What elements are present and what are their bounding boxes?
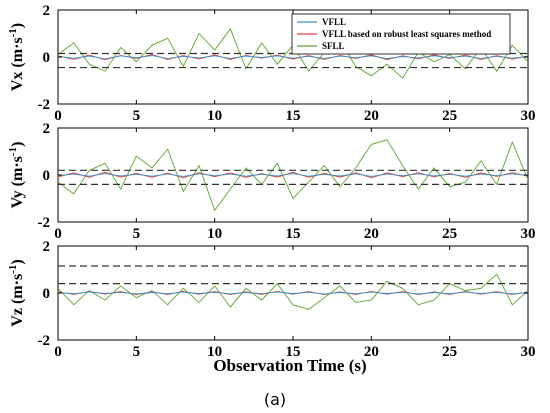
x-tick-label: 5 (133, 226, 141, 242)
x-tick-label: 20 (364, 108, 379, 124)
x-tick-label: 25 (442, 108, 457, 124)
x-tick-label: 30 (521, 108, 536, 124)
legend-entry-label: VFLL (322, 17, 346, 27)
y-axis-label-main: Vy (m·s (9, 156, 26, 208)
y-tick-label: 0 (43, 168, 51, 184)
legend-entry-label: SFLL (322, 41, 345, 51)
x-tick-label: 25 (442, 344, 457, 360)
y-tick-label: 2 (43, 3, 51, 19)
y-axis-label-exponent: -1 (7, 265, 19, 274)
x-tick-label: 15 (286, 344, 301, 360)
x-tick-label: 0 (54, 108, 62, 124)
y-axis-label-exponent: -1 (7, 28, 19, 37)
y-axis-label: Vz (m·s-1) (7, 259, 26, 326)
y-tick-label: 2 (43, 239, 51, 255)
y-tick-label: -2 (38, 215, 51, 231)
x-tick-label: 30 (521, 226, 536, 242)
y-axis-label: Vx (m·s-1) (7, 23, 26, 91)
x-tick-label: 20 (364, 226, 379, 242)
x-tick-label: 15 (286, 226, 301, 242)
y-axis-label: Vy (m·s-1) (7, 142, 26, 209)
x-tick-label: 15 (286, 108, 301, 124)
x-tick-label: 10 (207, 344, 222, 360)
plot-frame (57, 245, 529, 341)
y-axis-label-main: Vx (m·s (9, 37, 26, 91)
y-axis-label-exponent: -1 (7, 147, 19, 156)
series-line-vfll-based-on-robust-least-squares-method (57, 290, 529, 296)
y-tick-label: 2 (43, 121, 51, 137)
x-tick-label: 20 (364, 344, 379, 360)
x-axis-label: Observation Time (s) (213, 356, 366, 375)
legend: VFLL VFLL based on robust least squares m… (291, 13, 511, 55)
legend-entry-label: VFLL based on robust least squares metho… (322, 29, 491, 39)
series-line-vfll-based-on-robust-least-squares-method (57, 171, 529, 179)
x-tick-label: 10 (207, 226, 222, 242)
x-tick-label: 5 (133, 108, 141, 124)
y-tick-label: 0 (43, 286, 51, 302)
legend-box (291, 13, 511, 55)
x-tick-label: 5 (133, 344, 141, 360)
y-axis-label-close: ) (9, 142, 26, 147)
y-axis-label-close: ) (9, 23, 26, 28)
x-tick-label: 0 (54, 344, 62, 360)
y-axis-label-close: ) (9, 259, 26, 264)
series-line-vfll (57, 55, 529, 60)
x-tick-label: 30 (521, 344, 536, 360)
y-tick-label: -2 (38, 333, 51, 349)
series-line-sfll (57, 139, 529, 212)
x-tick-label: 25 (442, 226, 457, 242)
x-tick-label: 10 (207, 108, 222, 124)
series-line-vfll (57, 291, 529, 295)
y-axis-label-main: Vz (m·s (9, 274, 26, 327)
series-line-vfll (57, 173, 529, 177)
figure-caption: (a) (264, 390, 286, 409)
x-tick-label: 0 (54, 226, 62, 242)
y-tick-label: -2 (38, 97, 51, 113)
series-line-vfll-based-on-robust-least-squares-method (57, 54, 529, 61)
y-tick-label: 0 (43, 50, 51, 66)
